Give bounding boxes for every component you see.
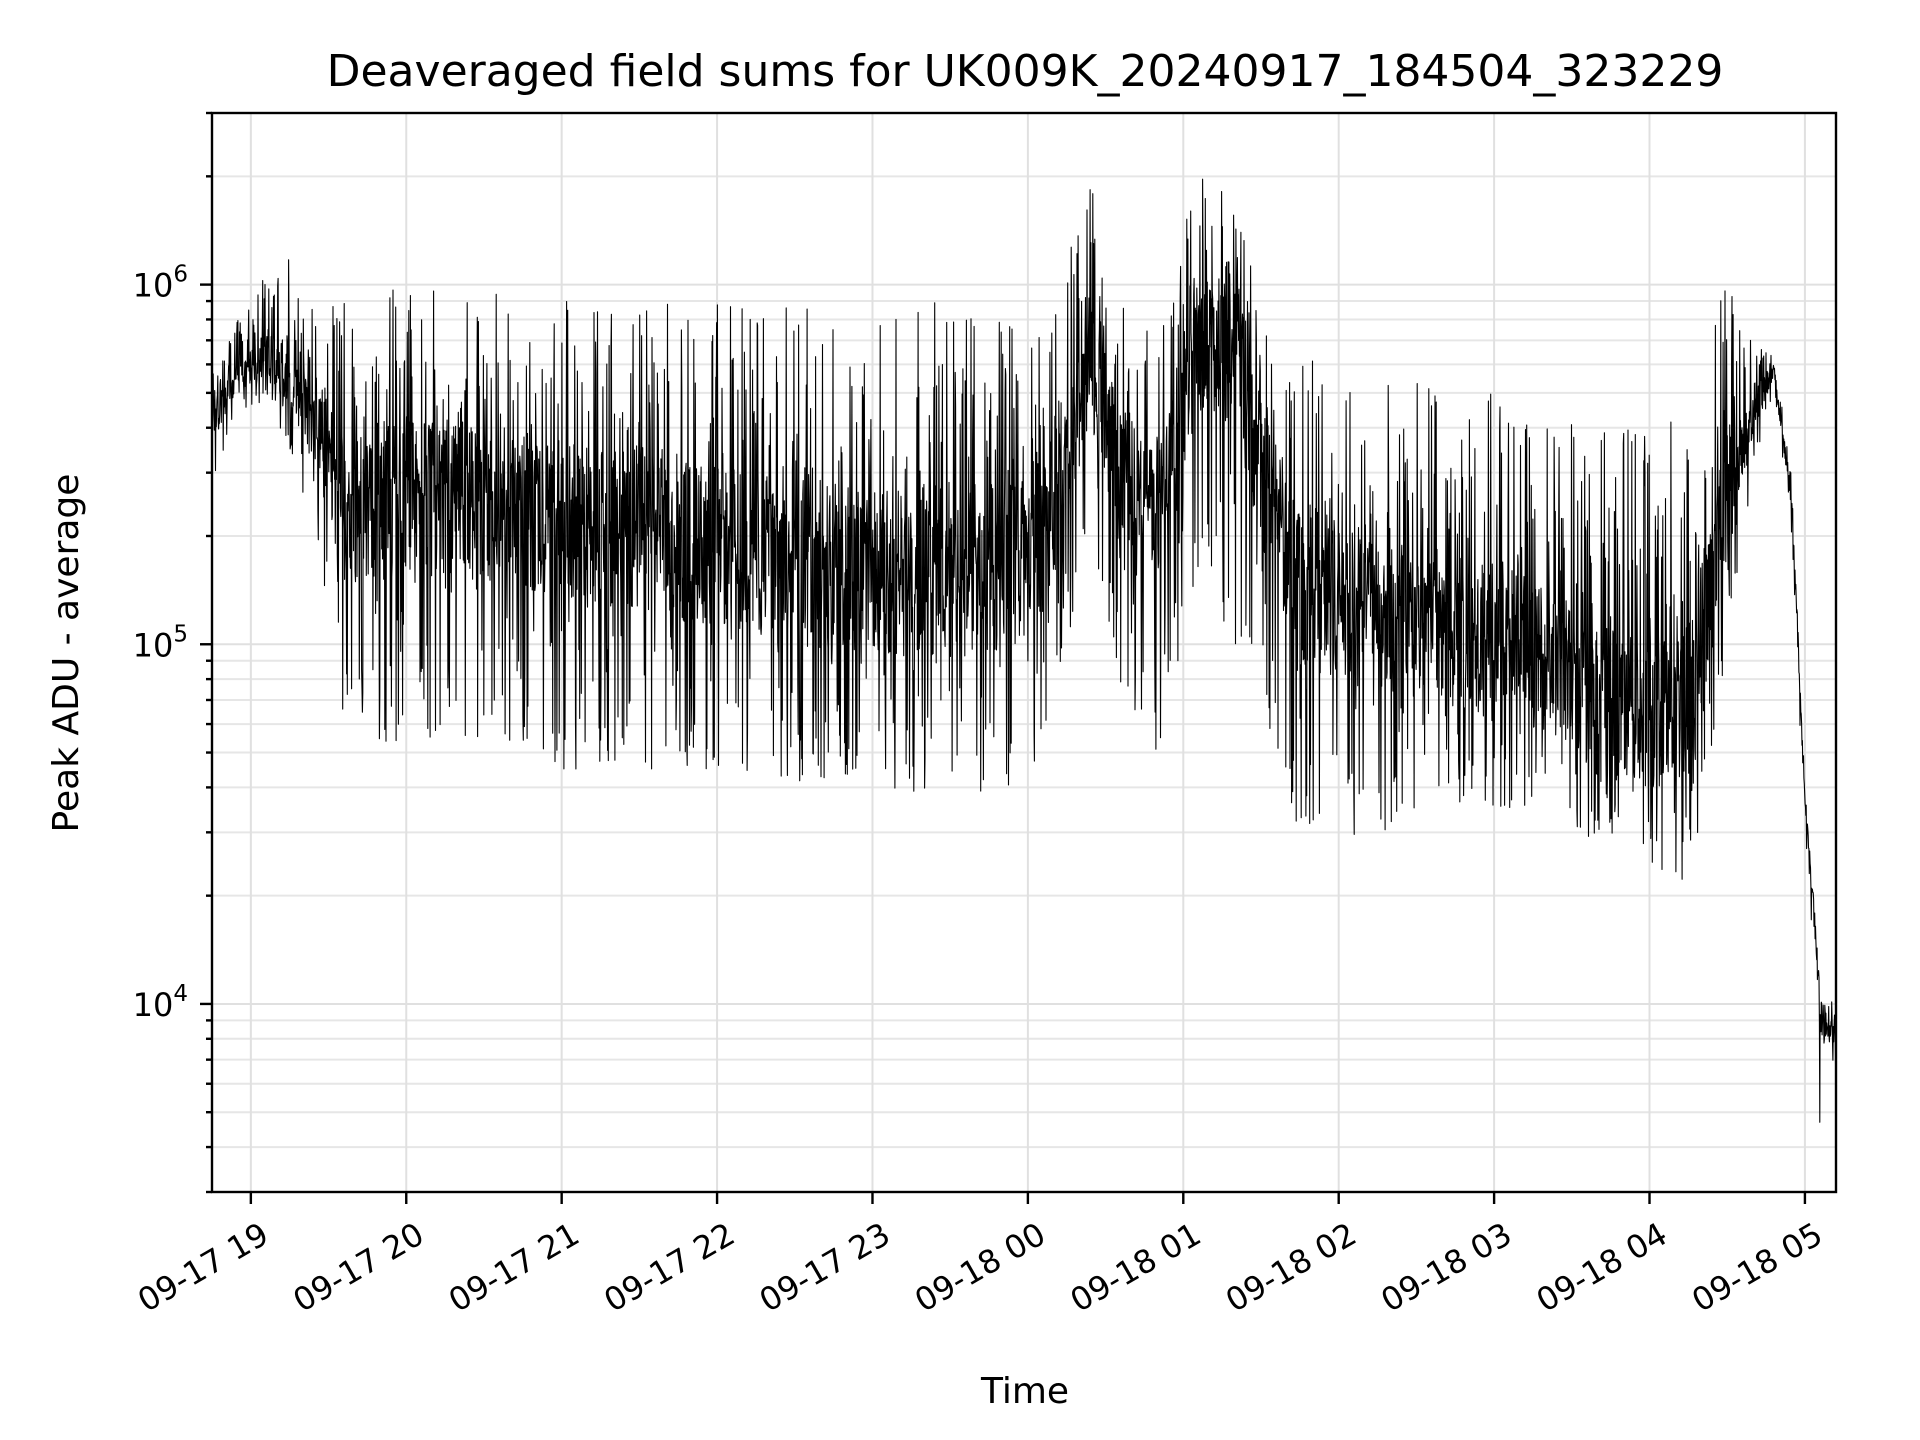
y-axis-label: Peak ADU - average [46,474,87,833]
y-tick-label: 104 [133,981,188,1024]
chart-title: Deaveraged field sums for UK009K_2024091… [327,46,1724,97]
grid [212,112,1836,1193]
series-line [211,178,1837,1123]
plot-area [211,178,1837,1123]
axes-frame [210,111,1838,1194]
y-axis: 104 105 106 [133,111,212,1194]
y-tick-label: 106 [133,262,188,305]
x-axis-label: Time [980,1371,1069,1412]
y-tick-label: 105 [133,621,188,664]
